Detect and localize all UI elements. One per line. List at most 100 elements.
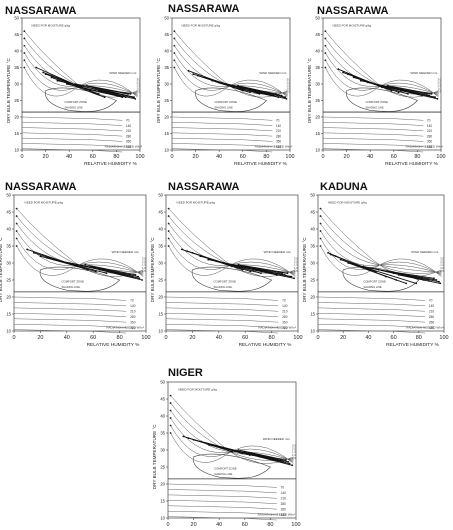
- comfort-zone: [39, 266, 121, 292]
- radiation-line: [167, 510, 277, 515]
- moisture-point: [169, 394, 172, 397]
- radiation-line: [167, 516, 277, 521]
- x-tick-label: 60: [242, 522, 248, 528]
- radiation-needed-label: RADIATION NEEDED W/m²: [406, 144, 443, 148]
- climate-point-start: [26, 248, 29, 251]
- y-axis-label: DRY BULB TEMPERATURE °C: [152, 424, 157, 489]
- wind-value-label: 1.0: [286, 87, 290, 91]
- climate-point-end: [397, 91, 400, 94]
- climate-line: [51, 76, 105, 98]
- y-tick-label: 15: [6, 312, 11, 317]
- radiation-line: [13, 313, 127, 317]
- wind-value-label: 1.5: [292, 450, 296, 454]
- climate-point-start: [223, 447, 226, 450]
- x-tick-label: 0: [316, 335, 319, 341]
- moisture-curve: [168, 208, 296, 277]
- radiation-value-label: 280: [429, 315, 435, 319]
- climate-point-start: [237, 263, 240, 266]
- moisture-point: [15, 245, 18, 247]
- x-tick-label: 20: [37, 335, 43, 341]
- y-tick-label: 25: [6, 278, 11, 283]
- moisture-label: NEED FOR MOISTURE g/kg: [25, 201, 64, 205]
- radiation-value-label: 70: [276, 119, 280, 123]
- x-tick-label: 20: [189, 335, 195, 341]
- moisture-point: [15, 215, 18, 217]
- x-axis-label: RELATIVE HUMIDITY %: [385, 161, 439, 167]
- radiation-line: [171, 132, 273, 137]
- radiation-line: [171, 137, 273, 142]
- radiation-value-label: 420: [282, 326, 288, 330]
- radiation-value-label: 140: [126, 124, 132, 128]
- climate-point-end: [260, 272, 262, 275]
- y-tick-label: 40: [164, 49, 169, 54]
- climate-point-start: [97, 89, 100, 92]
- climate-point-start: [192, 438, 195, 441]
- radiation-line: [13, 323, 127, 328]
- climate-point-end: [248, 91, 251, 94]
- radiation-value-label: 280: [276, 134, 282, 138]
- wind-value-label: 2.0: [294, 260, 298, 264]
- y-tick-label: 25: [164, 98, 169, 103]
- wind-value-label: 1.0: [440, 266, 444, 270]
- moisture-point: [169, 432, 172, 434]
- climate-point-end: [433, 277, 435, 280]
- comfort-zone: [191, 266, 273, 292]
- plot-frame: [21, 17, 141, 151]
- radiation-value-label: 210: [281, 496, 287, 500]
- y-tick-label: 50: [315, 16, 320, 21]
- y-tick-label: 40: [14, 49, 19, 54]
- y-tick-label: 20: [160, 482, 165, 487]
- y-tick-label: 25: [310, 278, 315, 283]
- y-tick-label: 30: [14, 82, 19, 87]
- climate-line: [75, 83, 129, 95]
- climate-line: [95, 267, 140, 279]
- radiation-value-label: 350: [282, 320, 288, 324]
- radiation-value-label: 350: [281, 507, 287, 511]
- radiation-line: [317, 323, 426, 328]
- climate-point-start: [231, 449, 233, 451]
- climate-line: [387, 271, 437, 281]
- climate-point-end: [285, 97, 288, 100]
- radiation-value-label: 70: [281, 486, 285, 490]
- plot-frame: [165, 194, 299, 332]
- x-tick-label: 0: [321, 154, 324, 160]
- climate-point-start: [187, 69, 190, 72]
- wind-value-label: 0.5: [437, 90, 441, 94]
- radiation-value-label: 280: [281, 502, 287, 506]
- x-tick-label: 80: [414, 154, 420, 160]
- radiation-needed-label: RADIATION NEEDED W/m²: [258, 512, 295, 516]
- climate-point-end: [291, 464, 294, 467]
- radiation-line: [322, 127, 424, 132]
- radiation-line: [21, 116, 123, 121]
- climate-point-start: [200, 440, 203, 443]
- climate-point-end: [286, 272, 289, 275]
- climate-point-end: [105, 272, 108, 275]
- chart-title: NASSARAWA: [5, 181, 77, 193]
- chart-title: NIGER: [168, 367, 203, 379]
- y-tick-label: 45: [14, 32, 19, 37]
- climate-point-start: [94, 88, 97, 90]
- climate-point-start: [197, 74, 199, 77]
- climate-point-start: [243, 450, 246, 453]
- climate-point-start: [339, 258, 342, 261]
- y-axis-label: DRY BULB TEMPERATURE °C: [307, 58, 312, 123]
- wind-needed-label: WIND NEEDED m/s: [263, 437, 291, 441]
- climate-line: [249, 267, 292, 278]
- y-tick-label: 50: [6, 193, 11, 198]
- wind-needed-label: WIND NEEDED m/s: [411, 250, 439, 254]
- moisture-point: [324, 30, 327, 33]
- radiation-value-label: 140: [281, 491, 287, 495]
- moisture-label: NEED FOR MOISTURE g/kg: [177, 201, 216, 205]
- climate-point-start: [84, 263, 87, 266]
- climate-point-start: [42, 71, 45, 74]
- moisture-point: [324, 37, 327, 40]
- y-tick-label: 40: [310, 227, 315, 232]
- radiation-line: [21, 127, 123, 132]
- x-tick-label: 60: [242, 335, 248, 341]
- moisture-point: [319, 230, 322, 232]
- radiation-needed-label: RADIATION NEEDED W/m²: [255, 144, 292, 148]
- moisture-point: [167, 207, 170, 210]
- radiation-line: [171, 127, 273, 132]
- y-tick-label: 45: [158, 210, 163, 215]
- comfort-zone-label: COMFORT ZONE: [365, 100, 388, 104]
